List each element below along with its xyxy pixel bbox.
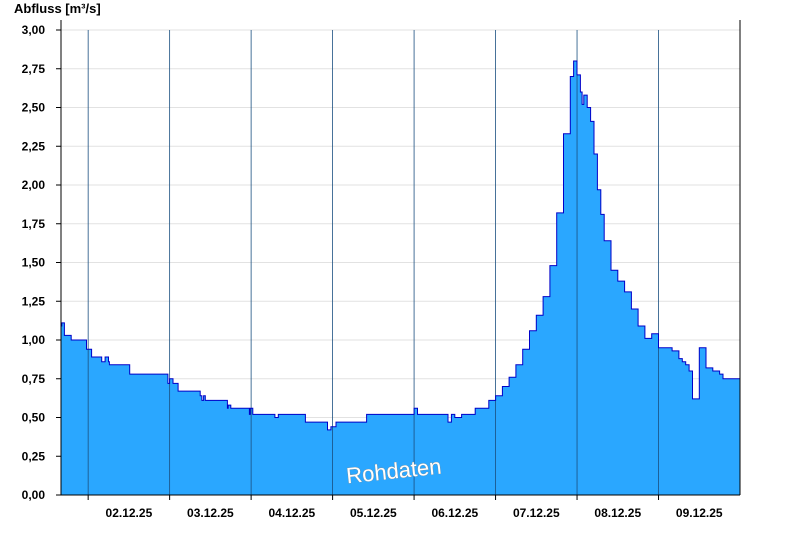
y-tick-label: 2,50	[22, 101, 46, 115]
x-tick-label: 04.12.25	[269, 506, 316, 520]
y-tick-label: 0,50	[22, 411, 46, 425]
y-tick-label: 3,00	[22, 23, 46, 37]
x-tick-label: 08.12.25	[594, 506, 641, 520]
y-tick-label: 0,25	[22, 449, 46, 463]
day-separators	[87, 30, 659, 495]
y-tick-label: 2,00	[22, 178, 46, 192]
y-tick-label: 1,50	[22, 256, 46, 270]
x-tick-label: 07.12.25	[513, 506, 560, 520]
y-tick-label: 1,75	[22, 217, 46, 231]
y-tick-label: 0,75	[22, 372, 46, 386]
y-tick-labels: 0,00 0,25 0,50 0,75 1,00 1,25 1,50 1,75 2,00 2,25…	[22, 23, 46, 502]
x-tick-label: 05.12.25	[350, 506, 397, 520]
discharge-line	[61, 60, 740, 431]
x-tick-label: 02.12.25	[106, 506, 153, 520]
y-tick-label: 0,00	[22, 488, 46, 502]
y-tick-label: 2,75	[22, 62, 46, 76]
y-tick-label: 1,00	[22, 333, 46, 347]
y-tick-label: 2,25	[22, 139, 46, 153]
axes	[56, 20, 741, 500]
y-tick-label: 1,25	[22, 294, 46, 308]
x-tick-label: 06.12.25	[431, 506, 478, 520]
discharge-area	[61, 61, 740, 495]
x-tick-label: 03.12.25	[187, 506, 234, 520]
x-tick-labels: 02.12.25 03.12.25 04.12.25 05.12.25 06.12.25…	[106, 506, 723, 520]
x-tick-label: 09.12.25	[676, 506, 723, 520]
y-axis-title: Abfluss [m³/s]	[14, 1, 101, 16]
